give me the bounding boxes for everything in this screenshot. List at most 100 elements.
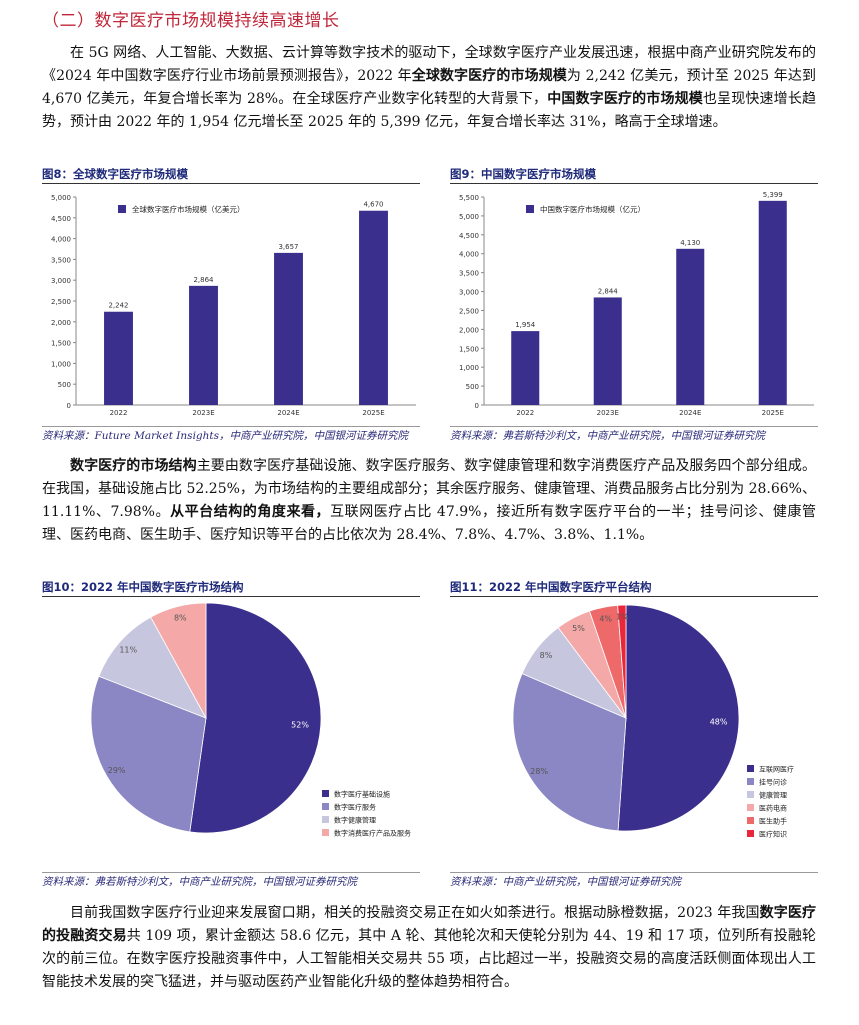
y-tick-label: 3,000 — [51, 277, 71, 285]
pie-slice — [617, 604, 627, 719]
legend-label: 医药电商 — [759, 804, 787, 813]
pie-pct-label: 1% — [616, 612, 629, 621]
legend-label: 数字消费医疗产品及服务 — [334, 829, 411, 838]
pie-pct-label: 52% — [291, 721, 309, 730]
y-tick-label: 4,000 — [459, 251, 479, 259]
legend-label: 医疗知识 — [759, 830, 787, 839]
bar — [758, 200, 787, 405]
y-tick-label: 3,500 — [459, 270, 479, 278]
fig8-title: 图8：全球数字医疗市场规模 — [42, 167, 189, 181]
legend-swatch — [322, 790, 329, 797]
para2-run-2: 从平台结构的角度来看， — [170, 504, 331, 520]
y-tick-label: 1,500 — [51, 340, 71, 348]
bar-value-label: 4,130 — [680, 239, 700, 247]
legend-label: 数字医疗服务 — [334, 803, 376, 812]
section-title: （二）数字医疗市场规模持续高速增长 — [42, 11, 340, 31]
fig10-source: 资料来源：弗若斯特沙利文，中商产业研究院，中国银河证券研究院 — [42, 876, 357, 888]
y-tick-label: 3,500 — [51, 256, 71, 264]
x-tick-label: 2025E — [762, 409, 784, 417]
paragraph-market-size: 在 5G 网络、人工智能、大数据、云计算等数字技术的驱动下，全球数字医疗产业发展… — [42, 42, 816, 134]
bar-value-label: 5,399 — [763, 191, 783, 199]
fig11-title: 图11：2022 年中国数字医疗平台结构 — [450, 580, 652, 594]
pie-slice — [189, 602, 322, 834]
pie-pct-label: 28% — [530, 767, 548, 776]
legend-swatch — [322, 829, 329, 836]
legend-swatch — [747, 817, 754, 824]
legend-swatch — [526, 205, 534, 213]
bar — [359, 210, 388, 405]
para2-run-3: 互联网医疗占比 47.9%，接近所有数字医疗平台的一半；挂号问诊、健康管理、医药… — [42, 504, 817, 543]
legend-swatch — [747, 791, 754, 798]
x-tick-label: 2022 — [110, 409, 128, 417]
bar — [676, 248, 705, 405]
fig10-title: 图10：2022 年中国数字医疗市场结构 — [42, 580, 244, 594]
legend-swatch — [322, 816, 329, 823]
legend-label: 挂号问诊 — [759, 778, 787, 787]
bar-value-label: 1,954 — [515, 321, 536, 329]
fig9-top-rule — [450, 183, 818, 184]
fig8-top-rule — [42, 183, 420, 184]
fig11-source: 资料来源：中商产业研究院，中国银河证券研究院 — [450, 876, 681, 888]
fig11-top-rule — [450, 596, 818, 597]
legend-label: 医生助手 — [759, 817, 787, 826]
para3-run-1: 数字医疗的投融资交易 — [42, 905, 817, 944]
pie-pct-label: 4% — [599, 614, 612, 623]
fig9-source: 资料来源：弗若斯特沙利文，中商产业研究院，中国银河证券研究院 — [450, 430, 765, 442]
legend-swatch — [747, 765, 754, 772]
pie-slice — [90, 675, 207, 833]
fig8-chart: 0 500 1,000 1,500 2,000 2,500 3,000 3,500 4,000 4… — [51, 194, 416, 417]
bar — [104, 311, 133, 405]
legend-label: 互联网医疗 — [759, 765, 794, 774]
pie-slice — [98, 616, 207, 719]
legend-swatch — [322, 803, 329, 810]
paragraph-market-structure: 数字医疗的市场结构主要由数字医疗基础设施、数字医疗服务、数字健康管理和数字消费医… — [42, 455, 816, 547]
bar-value-label: 2,864 — [193, 276, 214, 284]
fig11-bottom-rule — [450, 872, 818, 873]
legend-swatch — [747, 830, 754, 837]
fig10-chart: 52% 29% 11% 8% 数字医疗基础设施数字医疗服务数字健康管理数字消费医疗产品及… — [90, 602, 411, 838]
fig9-bottom-rule — [450, 426, 818, 427]
paragraph-investment: 目前我国数字医疗行业迎来发展窗口期，相关的投融资交易正在如火如荼进行。根据动脉橙… — [42, 902, 816, 994]
y-tick-label: 1,500 — [459, 345, 479, 353]
bar — [593, 297, 622, 405]
y-tick-label: 1,000 — [459, 364, 479, 372]
pie-pct-label: 11% — [119, 646, 137, 655]
x-tick-label: 2024E — [277, 409, 299, 417]
para2-run-1: 主要由数字医疗基础设施、数字医疗服务、数字健康管理和数字消费医疗产品及服务四个部… — [42, 458, 817, 520]
para2-run-0: 数字医疗的市场结构 — [70, 458, 197, 474]
para1-run-1: 全球数字医疗的市场规模 — [411, 68, 567, 84]
para1-run-4: 也呈现快速增长趋势，预计由 2022 年的 1,954 亿元增长至 2025 年… — [42, 91, 816, 130]
y-tick-label: 3,000 — [459, 289, 479, 297]
x-tick-label: 2023E — [597, 409, 619, 417]
y-tick-label: 1,000 — [51, 360, 71, 368]
bar-value-label: 3,657 — [278, 243, 298, 251]
legend-label: 全球数字医疗市场规模（亿美元） — [132, 204, 245, 214]
x-tick-label: 2024E — [679, 409, 701, 417]
y-tick-label: 500 — [58, 381, 71, 389]
bar-value-label: 4,670 — [363, 201, 383, 209]
pie-pct-label: 48% — [710, 717, 728, 726]
fig9-chart: 0 500 1,000 1,500 2,000 2,500 3,000 3,500 4,000 4… — [459, 191, 814, 417]
pie-slice — [617, 604, 740, 832]
y-tick-label: 0 — [67, 402, 71, 410]
x-tick-label: 2023E — [192, 409, 214, 417]
fig8-source: 资料来源：Future Market Insights，中商产业研究院，中国银河… — [42, 430, 409, 442]
y-tick-label: 4,500 — [459, 232, 479, 240]
bar — [274, 252, 303, 405]
legend-swatch — [747, 804, 754, 811]
y-tick-label: 2,500 — [459, 307, 479, 315]
para1-run-3: 中国数字医疗的市场规模 — [547, 91, 703, 107]
pie-pct-label: 8% — [540, 651, 553, 660]
bar-value-label: 2,242 — [108, 302, 128, 310]
bar — [511, 331, 540, 405]
x-tick-label: 2022 — [516, 409, 534, 417]
pie-slice — [512, 673, 627, 832]
y-tick-label: 2,000 — [51, 319, 71, 327]
fig9-title: 图9：中国数字医疗市场规模 — [450, 167, 597, 181]
x-tick-label: 2025E — [362, 409, 384, 417]
legend-label: 中国数字医疗市场规模（亿元） — [540, 204, 645, 214]
fig10-top-rule — [42, 596, 420, 597]
fig10-bottom-rule — [42, 872, 420, 873]
pie-pct-label: 5% — [572, 624, 585, 633]
